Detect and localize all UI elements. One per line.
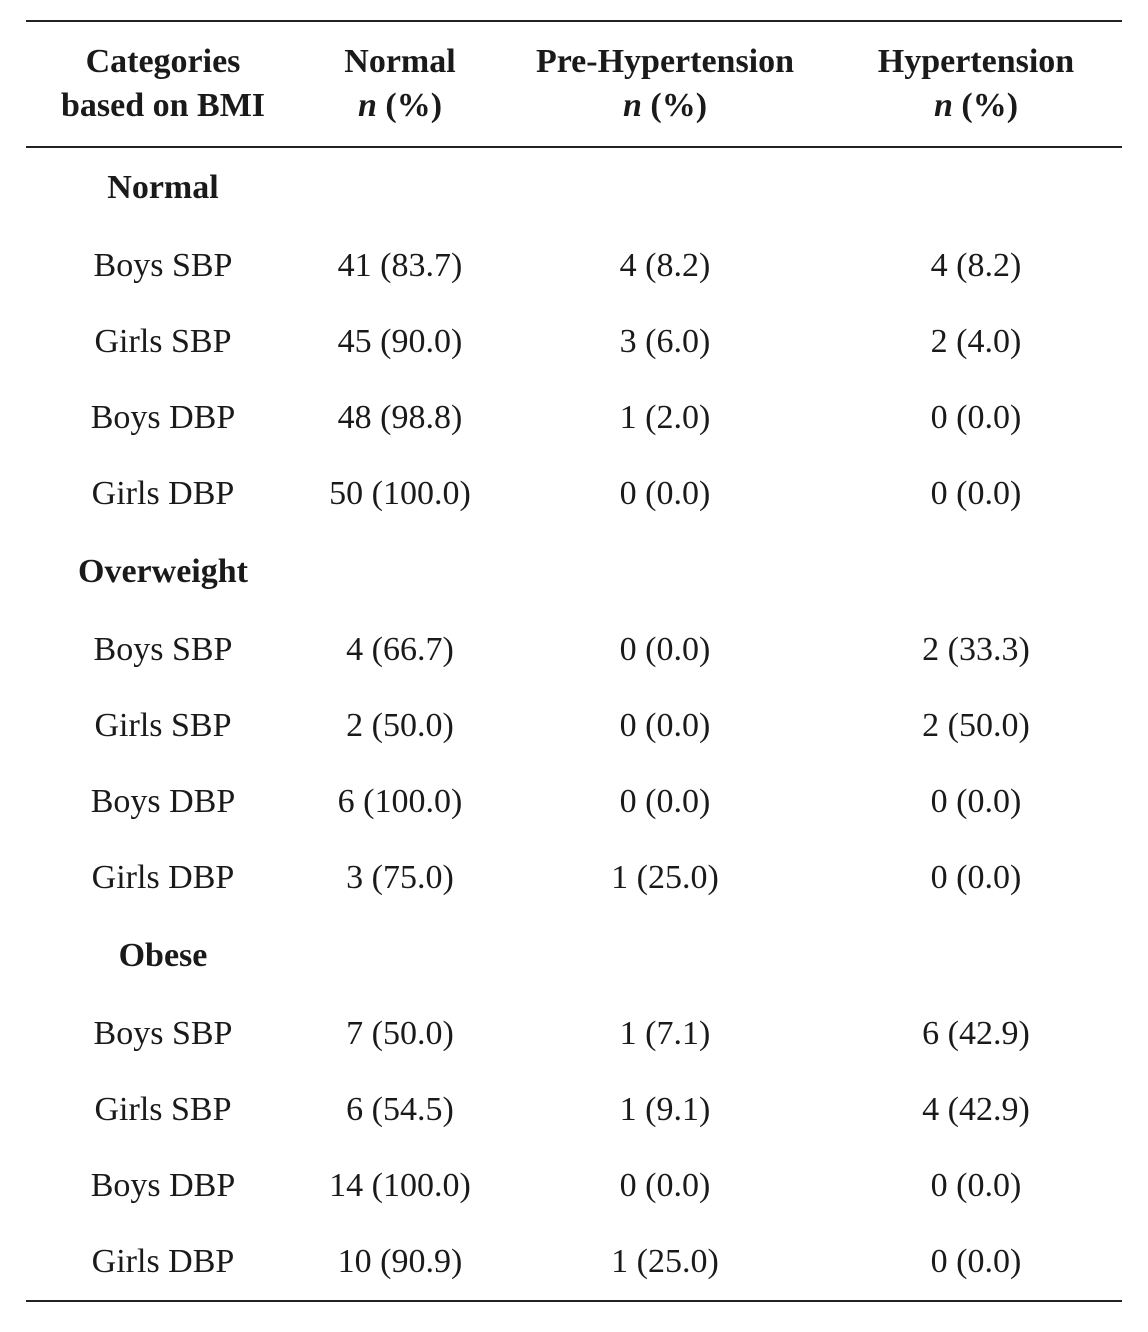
header-percent: (%) [376,87,443,124]
pre-hypertension-cell: 1 (9.1) [619,1091,711,1128]
header-hypertension: Hypertension n (%) [830,21,1122,147]
normal-cell: 41 (83.7) [337,247,463,284]
header-line-2: n (%) [830,84,1122,128]
normal-cell: 4 (66.7) [346,631,454,668]
header-percent: (%) [641,87,708,124]
pre-hypertension-cell: 0 (0.0) [619,707,711,744]
normal-cell: 7 (50.0) [346,1015,454,1052]
hypertension-cell: 2 (33.3) [922,631,1030,668]
empty-cell [500,532,830,612]
hypertension-cell: 0 (0.0) [830,1224,1122,1302]
empty-cell [500,916,830,996]
row-label: Girls SBP [94,707,232,744]
table-row: Boys DBP 6 (100.0) 0 (0.0) 0 (0.0) [26,764,1122,840]
header-n-italic: n [357,87,377,124]
row-label: Girls DBP [91,859,235,896]
pre-hypertension-cell: 0 (0.0) [619,475,711,512]
row-label: Boys DBP [90,1167,236,1204]
header-n-italic: n [933,87,953,124]
header-percent: (%) [952,87,1019,124]
pre-hypertension-cell: 4 (8.2) [619,247,711,284]
table-row: Boys SBP 7 (50.0) 1 (7.1) 6 (42.9) [26,996,1122,1072]
header-line-1: Pre-Hypertension [535,43,795,80]
row-label: Boys SBP [93,1015,233,1052]
table-row: Girls SBP 45 (90.0) 3 (6.0) 2 (4.0) [26,304,1122,380]
group-row: Normal [26,147,1122,228]
header-line-2: n (%) [500,84,830,128]
header-line-1: Categories [85,43,241,80]
table-row: Boys SBP 41 (83.7) 4 (8.2) 4 (8.2) [26,228,1122,304]
table-row: Boys SBP 4 (66.7) 0 (0.0) 2 (33.3) [26,612,1122,688]
header-row: Categories based on BMI Normal n (%) Pre… [26,21,1122,147]
empty-cell [500,147,830,228]
hypertension-cell: 4 (42.9) [922,1091,1030,1128]
empty-cell [300,147,500,228]
pre-hypertension-cell: 0 (0.0) [619,631,711,668]
pre-hypertension-cell: 1 (7.1) [619,1015,711,1052]
hypertension-cell: 2 (4.0) [930,323,1022,360]
group-label: Obese [118,937,208,974]
table-row: Girls DBP 3 (75.0) 1 (25.0) 0 (0.0) [26,840,1122,916]
empty-cell [830,916,1122,996]
table-row: Girls DBP 50 (100.0) 0 (0.0) 0 (0.0) [26,456,1122,532]
row-label: Girls SBP [94,323,232,360]
header-line-1: Hypertension [877,43,1075,80]
hypertension-cell: 4 (8.2) [930,247,1022,284]
header-line-1: Normal [344,43,456,80]
normal-cell: 45 (90.0) [337,323,463,360]
pre-hypertension-cell: 1 (2.0) [619,399,711,436]
table-header: Categories based on BMI Normal n (%) Pre… [26,21,1122,147]
hypertension-cell: 0 (0.0) [930,783,1022,820]
pre-hypertension-cell: 0 (0.0) [619,1167,711,1204]
row-label: Boys DBP [90,399,236,436]
empty-cell [830,532,1122,612]
table-row: Girls DBP 10 (90.9) 1 (25.0) 0 (0.0) [26,1224,1122,1302]
pre-hypertension-cell: 3 (6.0) [619,323,711,360]
empty-cell [830,147,1122,228]
empty-cell [300,916,500,996]
hypertension-cell: 0 (0.0) [930,399,1022,436]
normal-cell: 48 (98.8) [337,399,463,436]
group-label: Overweight [78,553,248,590]
header-line-2: based on BMI [60,87,266,124]
hypertension-cell: 0 (0.0) [930,475,1022,512]
table-body: Normal Boys SBP 41 (83.7) 4 (8.2) 4 (8.2) Gir… [26,147,1122,1302]
group-label: Normal [107,169,219,206]
row-label: Boys DBP [90,783,236,820]
hypertension-cell: 0 (0.0) [930,859,1022,896]
bp-bmi-table-container: Categories based on BMI Normal n (%) Pre… [26,20,1122,1302]
pre-hypertension-cell: 1 (25.0) [611,859,719,896]
hypertension-cell: 6 (42.9) [922,1015,1030,1052]
header-categories: Categories based on BMI [26,21,300,147]
row-label: Girls SBP [94,1091,232,1128]
normal-cell: 6 (54.5) [346,1091,454,1128]
header-line-2: n (%) [300,84,500,128]
bp-bmi-table: Categories based on BMI Normal n (%) Pre… [26,20,1122,1302]
pre-hypertension-cell: 0 (0.0) [619,783,711,820]
table-row: Boys DBP 48 (98.8) 1 (2.0) 0 (0.0) [26,380,1122,456]
group-row: Overweight [26,532,1122,612]
normal-cell: 50 (100.0) [329,475,471,512]
header-pre-hypertension: Pre-Hypertension n (%) [500,21,830,147]
hypertension-cell: 0 (0.0) [930,1167,1022,1204]
row-label: Girls DBP [91,475,235,512]
normal-cell: 14 (100.0) [329,1167,471,1204]
table-row: Girls SBP 6 (54.5) 1 (9.1) 4 (42.9) [26,1072,1122,1148]
pre-hypertension-cell: 1 (25.0) [500,1224,830,1302]
table-row: Boys DBP 14 (100.0) 0 (0.0) 0 (0.0) [26,1148,1122,1224]
empty-cell [300,532,500,612]
header-normal: Normal n (%) [300,21,500,147]
normal-cell: 6 (100.0) [337,783,463,820]
normal-cell: 3 (75.0) [346,859,454,896]
normal-cell: 10 (90.9) [300,1224,500,1302]
row-label: Girls DBP [26,1224,300,1302]
row-label: Boys SBP [93,247,233,284]
normal-cell: 2 (50.0) [346,707,454,744]
table-row: Girls SBP 2 (50.0) 0 (0.0) 2 (50.0) [26,688,1122,764]
hypertension-cell: 2 (50.0) [922,707,1030,744]
group-row: Obese [26,916,1122,996]
header-n-italic: n [622,87,642,124]
row-label: Boys SBP [93,631,233,668]
